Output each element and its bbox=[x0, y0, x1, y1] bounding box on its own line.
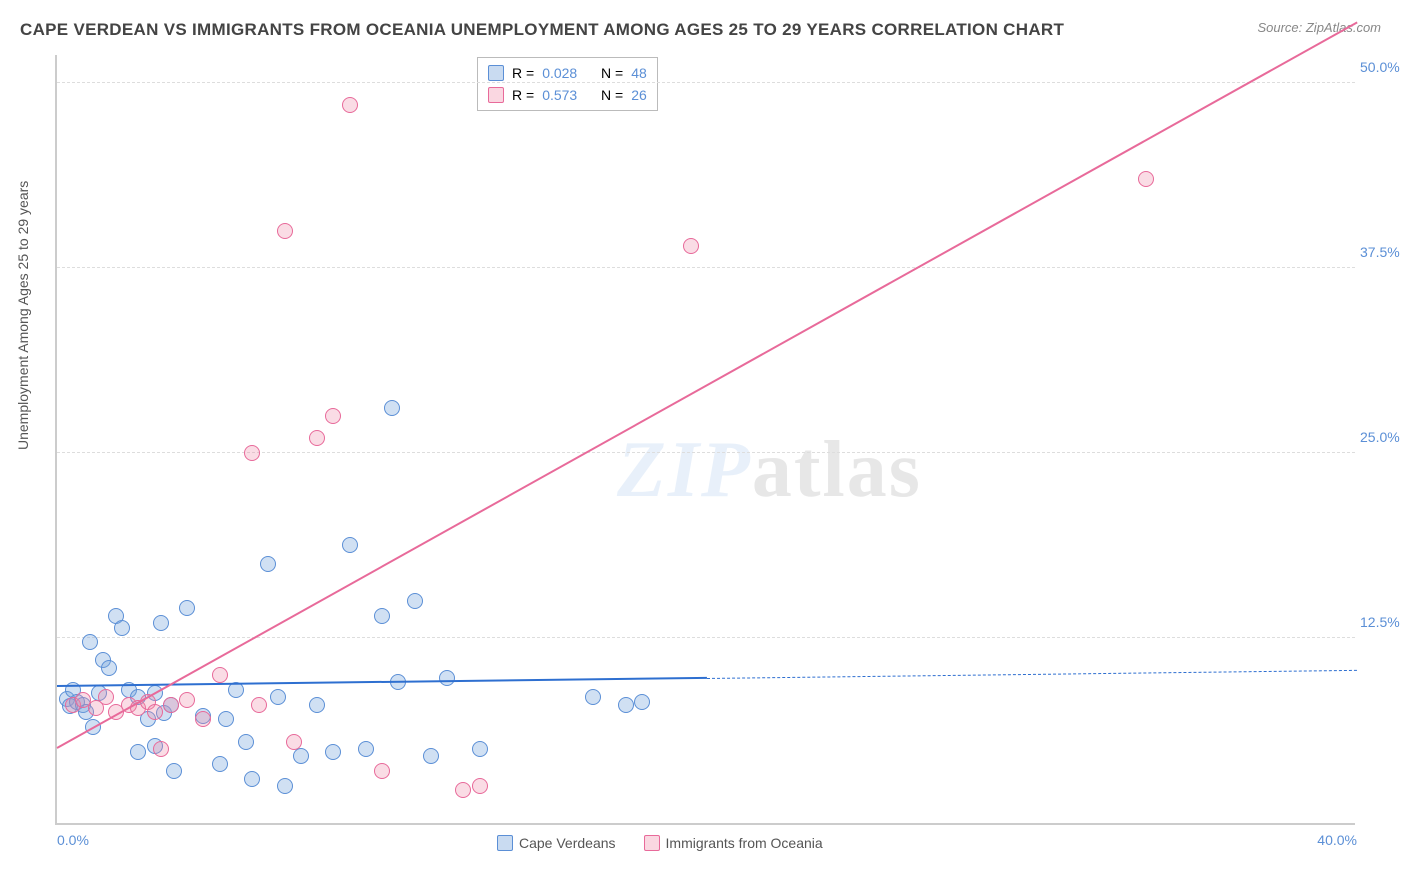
watermark-atlas: atlas bbox=[752, 426, 922, 514]
scatter-point-blue bbox=[384, 400, 400, 416]
source-attribution: Source: ZipAtlas.com bbox=[1257, 20, 1381, 35]
scatter-point-pink bbox=[277, 223, 293, 239]
scatter-point-pink bbox=[683, 238, 699, 254]
scatter-point-blue bbox=[153, 615, 169, 631]
y-tick-label: 37.5% bbox=[1360, 244, 1406, 260]
scatter-point-pink bbox=[147, 704, 163, 720]
legend-label-blue: Cape Verdeans bbox=[519, 835, 616, 851]
y-tick-label: 50.0% bbox=[1360, 59, 1406, 75]
scatter-point-blue bbox=[179, 600, 195, 616]
scatter-point-pink bbox=[251, 697, 267, 713]
scatter-point-blue bbox=[585, 689, 601, 705]
n-label: N = bbox=[601, 84, 623, 106]
y-axis-label: Unemployment Among Ages 25 to 29 years bbox=[15, 181, 31, 450]
scatter-point-pink bbox=[374, 763, 390, 779]
x-tick-label: 40.0% bbox=[1317, 832, 1357, 848]
scatter-point-pink bbox=[1138, 171, 1154, 187]
scatter-point-blue bbox=[342, 537, 358, 553]
gridline bbox=[57, 82, 1355, 83]
scatter-point-blue bbox=[218, 711, 234, 727]
swatch-pink bbox=[488, 87, 504, 103]
stats-legend: R = 0.028 N = 48 R = 0.573 N = 26 bbox=[477, 57, 658, 111]
scatter-point-blue bbox=[634, 694, 650, 710]
scatter-point-pink bbox=[179, 692, 195, 708]
scatter-point-blue bbox=[166, 763, 182, 779]
n-value-pink: 26 bbox=[631, 84, 647, 106]
scatter-point-pink bbox=[98, 689, 114, 705]
scatter-point-pink bbox=[286, 734, 302, 750]
scatter-point-blue bbox=[472, 741, 488, 757]
scatter-point-blue bbox=[212, 756, 228, 772]
scatter-point-blue bbox=[374, 608, 390, 624]
y-tick-label: 12.5% bbox=[1360, 614, 1406, 630]
scatter-point-pink bbox=[455, 782, 471, 798]
watermark: ZIPatlas bbox=[617, 425, 922, 516]
stats-row-pink: R = 0.573 N = 26 bbox=[488, 84, 647, 106]
scatter-point-blue bbox=[260, 556, 276, 572]
trend-line-pink bbox=[57, 22, 1358, 749]
trend-line-blue-dashed bbox=[707, 669, 1357, 678]
watermark-zip: ZIP bbox=[617, 426, 752, 514]
r-value-pink: 0.573 bbox=[542, 84, 577, 106]
scatter-point-blue bbox=[114, 620, 130, 636]
scatter-point-blue bbox=[238, 734, 254, 750]
scatter-point-pink bbox=[309, 430, 325, 446]
trend-line-blue bbox=[57, 677, 707, 687]
scatter-point-blue bbox=[277, 778, 293, 794]
scatter-point-blue bbox=[439, 670, 455, 686]
plot-area: ZIPatlas R = 0.028 N = 48 R = 0.573 N = … bbox=[55, 55, 1355, 825]
scatter-point-blue bbox=[423, 748, 439, 764]
scatter-point-pink bbox=[153, 741, 169, 757]
legend-label-pink: Immigrants from Oceania bbox=[666, 835, 823, 851]
scatter-point-blue bbox=[358, 741, 374, 757]
legend-item-pink: Immigrants from Oceania bbox=[644, 835, 823, 851]
swatch-blue bbox=[488, 65, 504, 81]
scatter-point-blue bbox=[82, 634, 98, 650]
scatter-point-blue bbox=[325, 744, 341, 760]
scatter-point-blue bbox=[618, 697, 634, 713]
swatch-pink bbox=[644, 835, 660, 851]
gridline bbox=[57, 267, 1355, 268]
scatter-point-pink bbox=[163, 697, 179, 713]
x-tick-label: 0.0% bbox=[57, 832, 89, 848]
scatter-point-blue bbox=[101, 660, 117, 676]
scatter-point-pink bbox=[342, 97, 358, 113]
scatter-point-pink bbox=[325, 408, 341, 424]
scatter-point-pink bbox=[472, 778, 488, 794]
scatter-point-blue bbox=[244, 771, 260, 787]
scatter-point-blue bbox=[309, 697, 325, 713]
chart-title: CAPE VERDEAN VS IMMIGRANTS FROM OCEANIA … bbox=[20, 20, 1064, 40]
r-label: R = bbox=[512, 84, 534, 106]
scatter-point-pink bbox=[212, 667, 228, 683]
scatter-point-pink bbox=[195, 711, 211, 727]
bottom-legend: Cape Verdeans Immigrants from Oceania bbox=[497, 835, 823, 851]
scatter-point-blue bbox=[407, 593, 423, 609]
scatter-point-pink bbox=[244, 445, 260, 461]
scatter-point-blue bbox=[130, 744, 146, 760]
swatch-blue bbox=[497, 835, 513, 851]
y-tick-label: 25.0% bbox=[1360, 429, 1406, 445]
scatter-point-blue bbox=[293, 748, 309, 764]
legend-item-blue: Cape Verdeans bbox=[497, 835, 616, 851]
scatter-point-blue bbox=[270, 689, 286, 705]
